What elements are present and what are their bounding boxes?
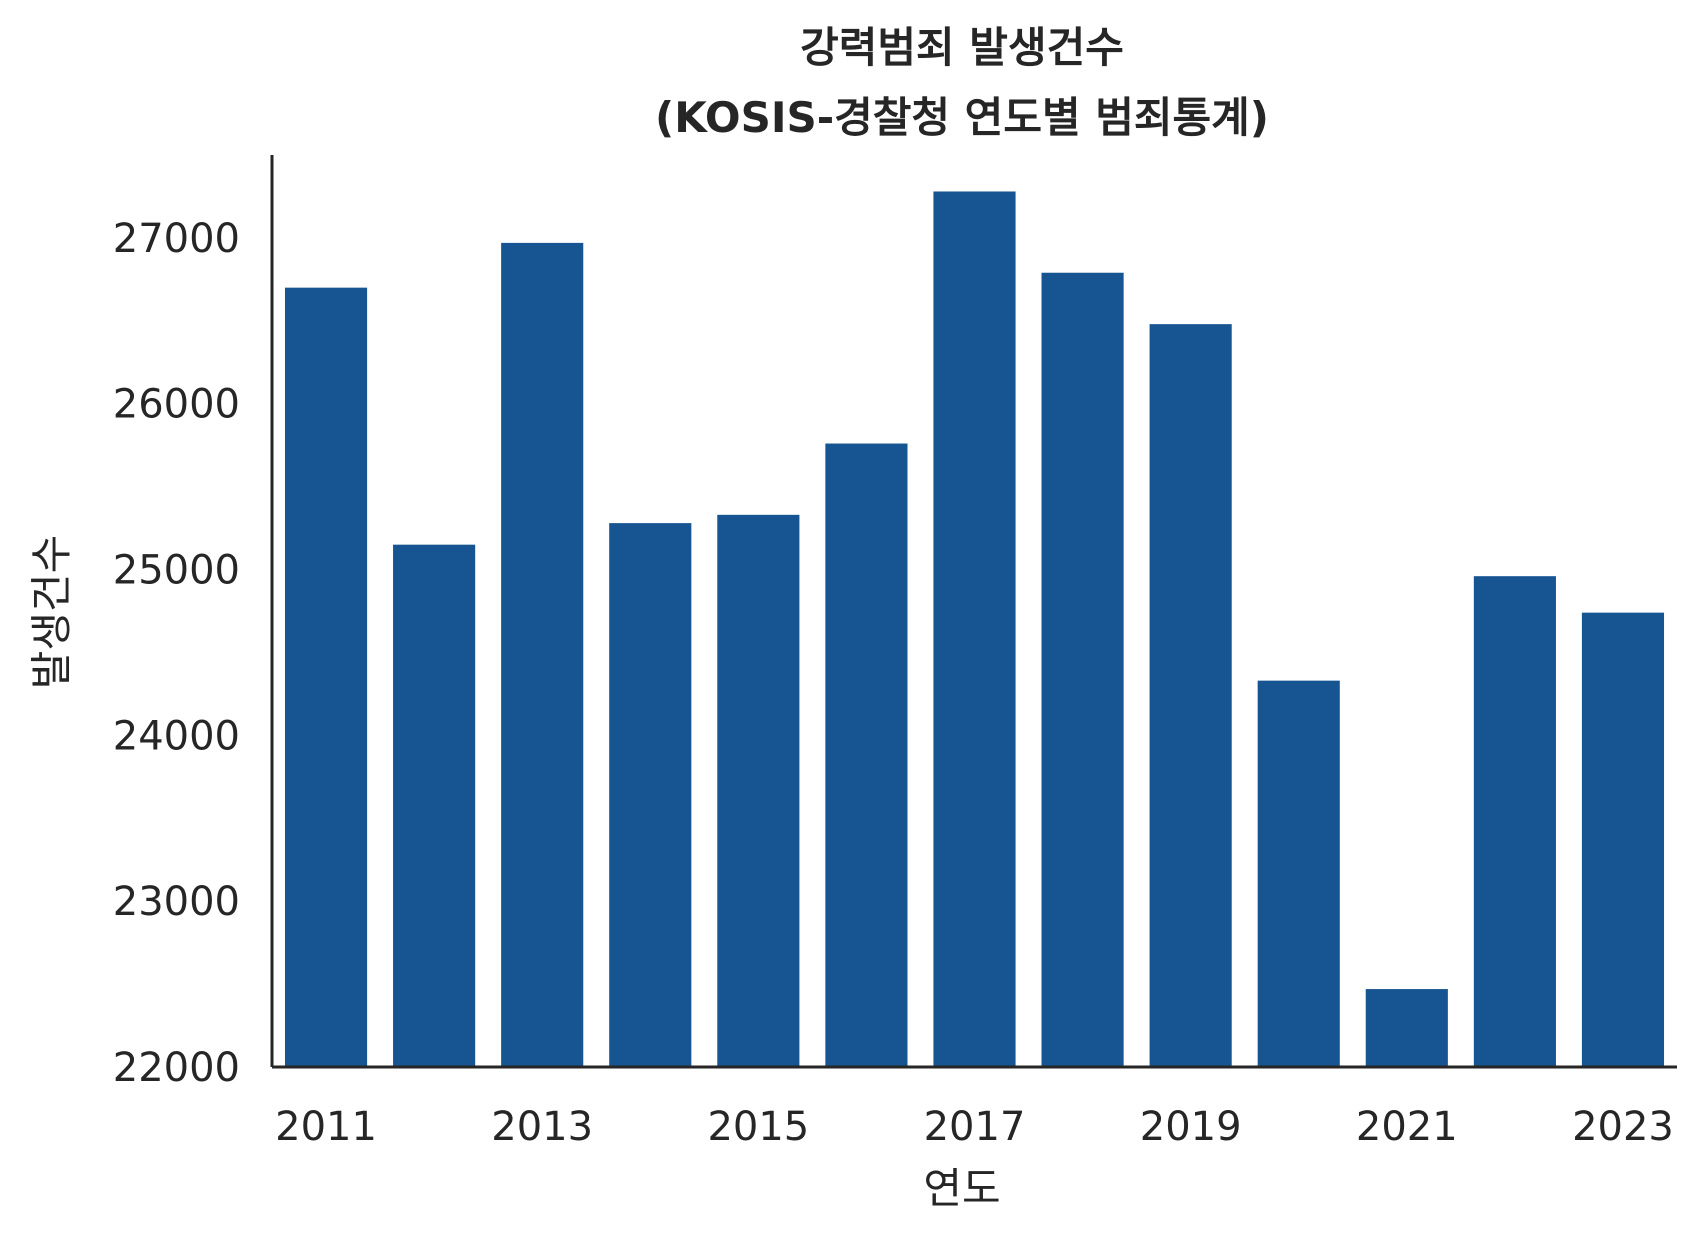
bar-2018 <box>1041 272 1124 1067</box>
bar-2012 <box>393 544 476 1067</box>
bar-2014 <box>609 523 692 1067</box>
bar-2019 <box>1149 324 1232 1068</box>
bar-2011 <box>284 287 368 1067</box>
y-tick-label: 23000 <box>113 879 240 925</box>
bar-2017 <box>933 191 1016 1068</box>
x-tick-label: 2015 <box>707 1104 809 1150</box>
y-axis-ticks: 22000 23000 24000 25000 26000 27000 <box>113 216 240 1091</box>
x-tick-label: 2017 <box>924 1104 1026 1150</box>
bar-2021 <box>1365 989 1448 1067</box>
y-tick-label: 25000 <box>113 548 240 594</box>
x-axis-label: 연도 <box>923 1164 1000 1213</box>
y-tick-label: 26000 <box>113 382 240 428</box>
y-tick-label: 27000 <box>113 216 240 262</box>
x-tick-label: 2019 <box>1140 1104 1242 1150</box>
x-tick-label: 2013 <box>491 1104 593 1150</box>
bar-2015 <box>717 514 800 1067</box>
x-axis-ticks: 2011 2013 2015 2017 2019 2021 2023 <box>275 1104 1674 1150</box>
bar-2022 <box>1473 576 1556 1067</box>
y-tick-label: 24000 <box>113 713 240 759</box>
x-tick-label: 2023 <box>1572 1104 1674 1150</box>
chart-subtitle: (KOSIS-경찰청 연도별 범죄통계) <box>655 93 1269 142</box>
x-tick-label: 2011 <box>275 1104 377 1150</box>
y-axis-label: 발생건수 <box>27 535 76 690</box>
bars-group <box>284 191 1665 1068</box>
bar-2020 <box>1257 680 1340 1067</box>
bar-2013 <box>501 242 584 1067</box>
x-tick-label: 2021 <box>1356 1104 1458 1150</box>
chart-title: 강력범죄 발생건수 <box>800 23 1124 72</box>
bar-2023 <box>1581 612 1665 1067</box>
bar-2016 <box>825 443 908 1067</box>
y-tick-label: 22000 <box>113 1045 240 1091</box>
